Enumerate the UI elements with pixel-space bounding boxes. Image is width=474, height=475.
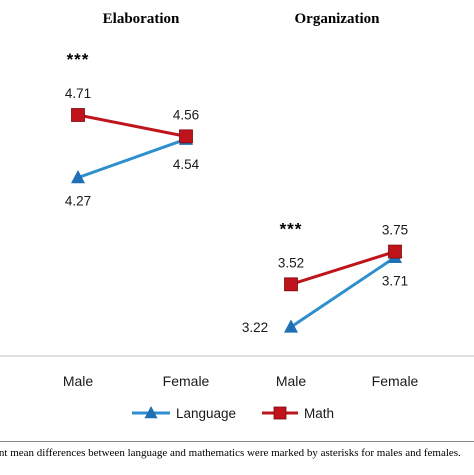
panels-layer: Elaboration Male Female 4.71 4.56 4.27 4.54 ***… [63,11,419,389]
x-tick-label: Female [372,373,419,389]
data-label-language: 4.27 [65,194,91,209]
panel-title: Organization [295,11,381,27]
panel-organization: Organization Male Female 3.52 3.75 3.22 3.71 **… [242,11,419,389]
legend-label-language: Language [176,406,236,421]
language-marker [71,170,85,184]
data-label-math: 4.56 [173,107,199,122]
series-line-math [289,250,397,286]
legend-marker-math [273,406,287,420]
panel-elaboration: Elaboration Male Female 4.71 4.56 4.27 4.54 *** [63,11,210,389]
data-label-math: 4.71 [65,86,91,101]
math-marker [179,129,193,144]
math-marker [388,244,402,259]
series-line-language [76,137,188,180]
x-tick-label: Male [276,373,307,389]
significance-marker: *** [280,219,303,238]
data-label-math: 3.75 [382,223,408,238]
math-marker [284,277,298,292]
significance-marker: *** [67,50,90,69]
figure-caption: ant mean differences between language an… [0,441,474,475]
data-label-language: 3.22 [242,320,268,335]
legend-marker-language [144,405,158,419]
series-line-language [289,255,397,329]
series-line-math [76,113,188,138]
panel-title: Elaboration [103,11,180,27]
data-label-math: 3.52 [278,255,304,270]
data-label-language: 4.54 [173,157,200,172]
legend: Language Math [132,405,334,421]
math-marker [71,108,85,122]
language-marker [284,319,298,333]
chart: Elaboration Male Female 4.71 4.56 4.27 4.54 ***… [0,11,474,421]
x-tick-label: Male [63,373,94,389]
legend-label-math: Math [304,406,334,421]
x-tick-label: Female [163,373,210,389]
data-label-language: 3.71 [382,273,408,288]
